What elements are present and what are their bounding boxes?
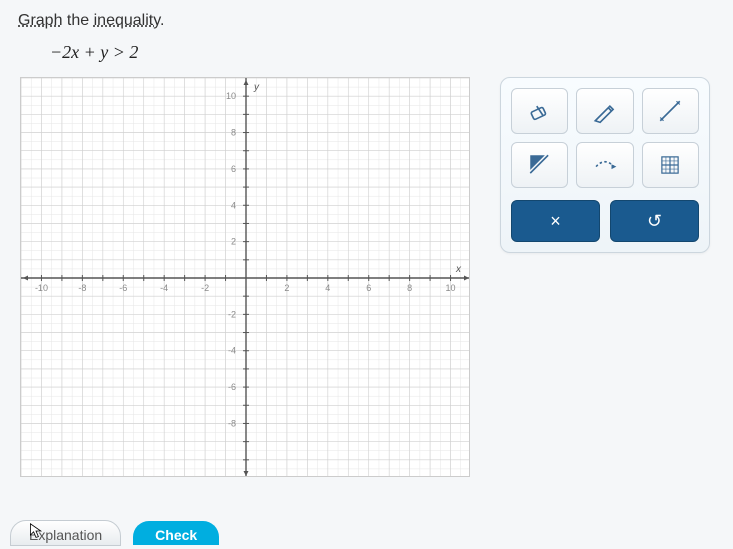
- svg-text:-10: -10: [35, 283, 48, 293]
- term-inequality: inequality: [94, 12, 160, 29]
- svg-text:10: 10: [226, 91, 236, 101]
- eraser-tool-button[interactable]: [511, 88, 568, 134]
- svg-text:2: 2: [231, 237, 236, 247]
- svg-text:x: x: [455, 264, 462, 275]
- svg-text:-6: -6: [119, 283, 127, 293]
- pencil-icon: [592, 98, 618, 124]
- svg-text:10: 10: [446, 283, 456, 293]
- line-tool-icon: [657, 98, 683, 124]
- clear-button[interactable]: ×: [511, 200, 600, 242]
- svg-text:6: 6: [231, 164, 236, 174]
- equation-text: −2x + y > 2: [0, 36, 733, 77]
- explanation-label: Explanation: [29, 527, 102, 543]
- dashed-line-tool-button[interactable]: [576, 142, 633, 188]
- eraser-icon: [527, 98, 553, 124]
- check-label: Check: [155, 527, 197, 543]
- svg-text:-8: -8: [78, 283, 86, 293]
- grid-zoom-tool-button[interactable]: [642, 142, 699, 188]
- tool-panel: × ↺: [500, 77, 710, 253]
- instruction-text: Graph the inequality.: [0, 0, 733, 36]
- undo-button[interactable]: ↺: [610, 200, 699, 242]
- svg-text:6: 6: [366, 283, 371, 293]
- check-button[interactable]: Check: [133, 521, 219, 545]
- svg-text:-4: -4: [228, 346, 236, 356]
- coordinate-grid[interactable]: -10 -8 -6 -4 -2 2 4 6 8 10 -8 -6 -4 -2 2 4 6 8 10 x y: [21, 78, 469, 476]
- line-tool-button[interactable]: [642, 88, 699, 134]
- bottom-bar: Explanation Check: [0, 517, 733, 549]
- dashed-line-icon: [592, 152, 618, 178]
- region-tool-button[interactable]: [511, 142, 568, 188]
- svg-text:-4: -4: [160, 283, 168, 293]
- svg-text:-2: -2: [201, 283, 209, 293]
- graph-panel[interactable]: -10 -8 -6 -4 -2 2 4 6 8 10 -8 -6 -4 -2 2 4 6 8 10 x y: [20, 77, 470, 477]
- svg-text:8: 8: [407, 283, 412, 293]
- explanation-button[interactable]: Explanation: [10, 520, 121, 546]
- pencil-tool-button[interactable]: [576, 88, 633, 134]
- svg-text:-6: -6: [228, 382, 236, 392]
- undo-icon: ↺: [647, 211, 662, 232]
- svg-text:-8: -8: [228, 418, 236, 428]
- svg-text:4: 4: [325, 283, 330, 293]
- svg-text:2: 2: [284, 283, 289, 293]
- close-icon: ×: [550, 211, 561, 232]
- svg-text:-2: -2: [228, 309, 236, 319]
- svg-text:8: 8: [231, 128, 236, 138]
- svg-text:4: 4: [231, 200, 236, 210]
- term-graph: Graph: [18, 12, 62, 29]
- grid-zoom-icon: [657, 152, 683, 178]
- region-shade-icon: [527, 152, 553, 178]
- svg-text:y: y: [253, 82, 260, 93]
